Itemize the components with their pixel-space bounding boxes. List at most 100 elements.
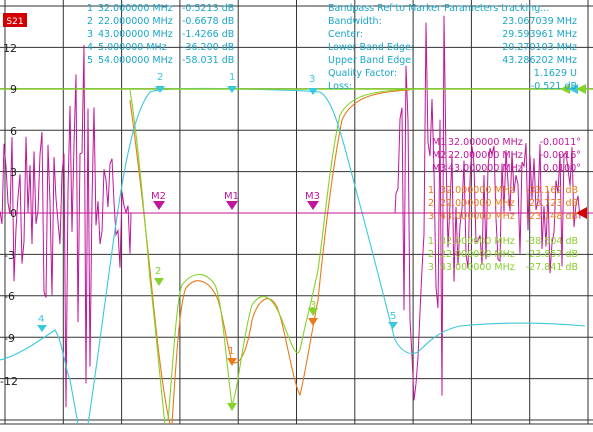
readout-freq: 5.000000 MHz (98, 42, 167, 53)
green-readout-num: 1 (428, 236, 434, 247)
green-marker-2-label: 2 (155, 266, 161, 277)
phase-marker-m3-label: M3 (305, 191, 320, 202)
bandpass-label: Bandwidth: (328, 16, 382, 27)
y-tick-label: -12 (0, 375, 18, 388)
cyan-marker-4-label: 4 (38, 314, 44, 325)
phase-marker-m1[interactable]: M1 (224, 191, 239, 210)
bandpass-value: 29.593961 MHz (502, 29, 577, 40)
readout-value: -0.6678 dB (182, 16, 234, 27)
bandpass-value: 1.1629 U (534, 68, 577, 79)
cyan-marker-4[interactable]: 4 (37, 314, 47, 332)
y-tick-label: 12 (3, 42, 17, 55)
readout-marker-num: 3 (87, 29, 93, 40)
orange-marker-1-label: 1 (228, 346, 234, 357)
orange-readout-freq: 32.000000 MHz (440, 185, 515, 196)
green-readout-value: -38.504 dB (526, 236, 578, 247)
green-readout: 1 32.000000 MHz -38.504 dB 2 22.000000 M… (428, 236, 578, 273)
bandpass-panel: Bandpass Ref to Marker Parameters tracki… (328, 3, 577, 92)
readout-value: -1.4266 dB (182, 29, 234, 40)
orange-marker-1[interactable]: 1 (227, 346, 237, 366)
phase-readout: M1 32.000000 MHz -0.0011° M2 22.000000 M… (432, 137, 581, 174)
orange-readout-freq: 22.000000 MHz (440, 198, 515, 209)
orange-trace (129, 89, 411, 425)
cyan-marker-1-label: 1 (229, 72, 235, 83)
bandpass-label: Lower Band Edge: (328, 42, 414, 53)
right-ref-arrows-9[interactable] (560, 84, 586, 94)
y-tick-label: 9 (10, 83, 17, 96)
phase-readout-value: -0.0011° (540, 137, 581, 148)
cyan-marker-3[interactable]: 3 (308, 74, 318, 95)
orange-readout-num: 1 (428, 185, 434, 196)
cyan-marker-5-label: 5 (390, 311, 396, 322)
green-marker-1[interactable] (227, 403, 237, 411)
green-readout-value: -27.841 dB (526, 262, 578, 273)
readout-freq: 43.000000 MHz (98, 29, 173, 40)
phase-marker-m1-label: M1 (224, 191, 239, 202)
channel-badge-label: S21 (6, 17, 23, 27)
channel-badge[interactable] (3, 13, 27, 27)
marker-readout: 1 32.000000 MHz -0.5213 dB 2 22.000000 M… (87, 3, 234, 66)
green-marker-3-label: 3 (310, 300, 316, 311)
readout-value: -36.200 dB (182, 42, 234, 53)
green-marker-2[interactable]: 2 (154, 266, 164, 286)
readout-freq: 22.000000 MHz (98, 16, 173, 27)
readout-freq: 54.000000 MHz (98, 55, 173, 66)
bandpass-value: 20.270103 MHz (502, 42, 577, 53)
bandpass-label: Upper Band Edge: (328, 55, 414, 66)
readout-marker-num: 1 (87, 3, 93, 14)
green-readout-freq: 32.000000 MHz (440, 236, 515, 247)
phase-readout-freq: 22.000000 MHz (448, 150, 523, 161)
phase-readout-value: -0.0016° (540, 150, 581, 161)
green-readout-freq: 22.000000 MHz (440, 249, 515, 260)
green-trace (129, 88, 421, 425)
orange-readout-value: -33.162 dB (526, 185, 578, 196)
phase-marker-m3[interactable]: M3 (305, 191, 320, 210)
phase-readout-num: M2 (432, 150, 446, 161)
phase-marker-m2-label: M2 (151, 191, 166, 202)
right-ref-arrow-0[interactable] (576, 207, 587, 219)
y-axis-labels: 12 9 6 3 0 -3 -6 -9 -12 (0, 42, 18, 388)
orange-readout-num: 2 (428, 198, 434, 209)
phase-readout-num: M1 (432, 137, 446, 148)
cyan-marker-3-label: 3 (309, 74, 315, 85)
readout-marker-num: 2 (87, 16, 93, 27)
bandpass-title: Bandpass Ref to Marker Parameters tracki… (328, 3, 549, 14)
y-tick-label: 0 (10, 207, 17, 220)
bandpass-label: Quality Factor: (328, 68, 397, 79)
green-readout-value: -23.857 dB (526, 249, 578, 260)
cyan-marker-2-label: 2 (157, 72, 163, 83)
bandpass-label: Center: (328, 29, 363, 40)
orange-marker-3[interactable] (308, 318, 318, 326)
cyan-s21-trace (0, 87, 586, 425)
phase-readout-num: M3 (432, 163, 446, 174)
bandpass-value: 43.286202 MHz (502, 55, 577, 66)
readout-value: -0.5213 dB (182, 3, 234, 14)
cyan-marker-2[interactable]: 2 (155, 72, 165, 93)
phase-readout-value: 0.0100° (543, 163, 581, 174)
y-tick-label: -6 (4, 290, 15, 303)
readout-marker-num: 4 (87, 42, 93, 53)
green-readout-num: 3 (428, 262, 434, 273)
y-tick-label: -9 (4, 332, 15, 345)
orange-readout-num: 3 (428, 211, 434, 222)
y-tick-label: 3 (10, 166, 17, 179)
green-readout-num: 2 (428, 249, 434, 260)
readout-value: -58.031 dB (182, 55, 234, 66)
green-marker-3[interactable]: 3 (308, 300, 318, 316)
orange-readout-value: -23.148 dB (526, 211, 578, 222)
cyan-marker-5[interactable]: 5 (388, 311, 398, 329)
green-readout-freq: 43.000000 MHz (440, 262, 515, 273)
y-tick-label: -3 (4, 249, 15, 262)
phase-readout-freq: 43.000000 MHz (448, 163, 523, 174)
bandpass-value: 23.067039 MHz (502, 16, 577, 27)
readout-marker-num: 5 (87, 55, 93, 66)
phase-marker-m2[interactable]: M2 (151, 191, 166, 210)
cyan-marker-1[interactable]: 1 (227, 72, 237, 93)
readout-freq: 32.000000 MHz (98, 3, 173, 14)
bandpass-label: Loss: (328, 81, 352, 92)
orange-readout-value: -23.723 dB (526, 198, 578, 209)
y-tick-label: 6 (10, 125, 17, 138)
orange-readout: 1 32.000000 MHz -33.162 dB 2 22.000000 M… (428, 185, 578, 222)
